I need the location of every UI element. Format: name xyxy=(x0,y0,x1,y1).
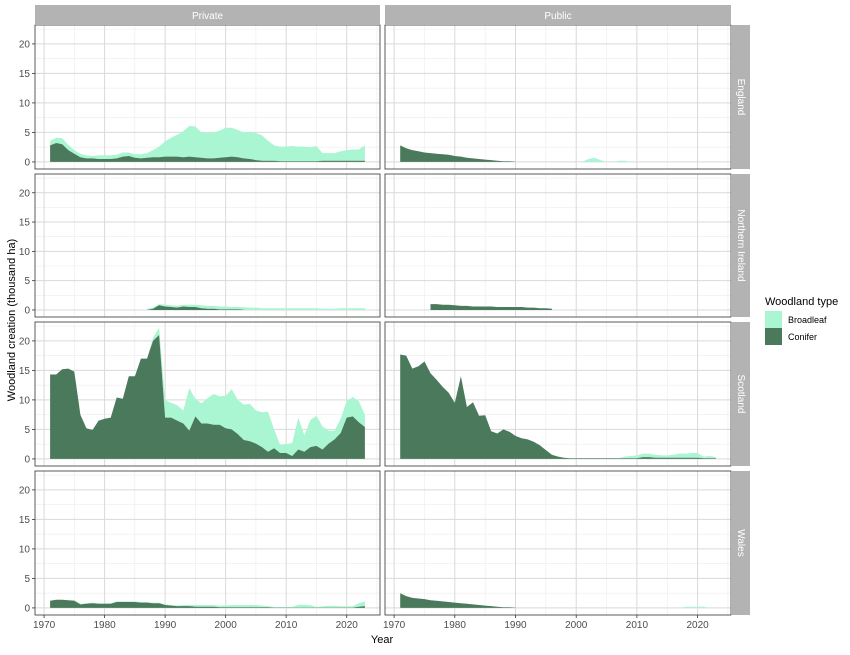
legend-label-conifer: Conifer xyxy=(788,332,817,342)
legend-title: Woodland type xyxy=(765,296,838,308)
x-tick-label: 2000 xyxy=(215,620,238,631)
panel-border xyxy=(34,321,381,467)
x-tick-label: 1980 xyxy=(93,620,116,631)
legend-key-conifer xyxy=(765,328,782,345)
panel-england-public xyxy=(384,24,732,170)
area-broadleaf xyxy=(50,599,365,608)
axes-layer: 0 5 10 15 20 0 5 10 15 20 0 5 10 15 20 0 5 10 15 20 1970 1980… xyxy=(19,39,709,631)
area-conifer xyxy=(50,599,365,608)
y-tick-label: 0 xyxy=(24,305,30,316)
strip-label-private: Private xyxy=(192,11,224,22)
x-tick-label: 2020 xyxy=(336,620,359,631)
panel-wales-public xyxy=(384,470,732,616)
panel-background xyxy=(35,174,380,317)
strip-label-northern-ireland: Northern Ireland xyxy=(735,209,746,281)
strip-scotland xyxy=(731,322,750,466)
x-tick-label: 2020 xyxy=(686,620,709,631)
x-tick-label: 2010 xyxy=(275,620,298,631)
panel-background xyxy=(35,471,380,615)
area-conifer xyxy=(50,143,365,162)
strip-label-scotland: Scotland xyxy=(735,375,746,414)
y-tick-label: 0 xyxy=(24,157,30,168)
y-tick-label: 10 xyxy=(19,544,31,555)
panel-england-private xyxy=(34,24,381,170)
strips-layer: Private Public England Northern Ireland Scot… xyxy=(35,5,750,615)
area-conifer xyxy=(430,304,552,310)
area-conifer xyxy=(50,335,365,459)
y-tick-label: 0 xyxy=(24,454,30,465)
x-tick-label: 1970 xyxy=(33,620,56,631)
x-tick-label: 1990 xyxy=(154,620,177,631)
area-broadleaf xyxy=(679,606,710,608)
x-tick-label: 1970 xyxy=(383,620,406,631)
x-tick-label: 1980 xyxy=(444,620,467,631)
strip-label-england: England xyxy=(735,79,746,116)
area-conifer xyxy=(400,354,716,459)
strip-label-wales: Wales xyxy=(735,529,746,556)
legend-label-broadleaf: Broadleaf xyxy=(788,315,827,325)
panel-scotland-public xyxy=(384,321,732,467)
y-tick-label: 20 xyxy=(19,485,31,496)
strip-public xyxy=(385,5,731,25)
x-tick-label: 1990 xyxy=(504,620,527,631)
y-tick-label: 15 xyxy=(19,218,31,229)
area-broadleaf xyxy=(582,157,631,162)
strip-wales xyxy=(731,471,750,615)
panels-layer xyxy=(34,24,732,616)
y-tick-label: 10 xyxy=(19,247,31,258)
y-tick-label: 15 xyxy=(19,515,31,526)
panel-border xyxy=(34,470,381,616)
x-axis-title: Year xyxy=(371,634,394,646)
y-tick-label: 10 xyxy=(19,395,31,406)
panel-wales-private xyxy=(34,470,381,616)
area-broadleaf xyxy=(147,304,365,310)
panel-scotland-private xyxy=(34,321,381,467)
area-conifer xyxy=(147,305,244,310)
strip-england xyxy=(731,25,750,169)
y-tick-label: 20 xyxy=(19,336,31,347)
y-tick-label: 5 xyxy=(24,425,30,436)
y-tick-label: 15 xyxy=(19,69,31,80)
panel-background xyxy=(385,471,731,615)
y-tick-label: 20 xyxy=(19,39,31,50)
panel-border xyxy=(34,173,381,318)
y-tick-label: 10 xyxy=(19,98,31,109)
area-conifer xyxy=(400,145,516,162)
y-axis-title: Woodland creation (thousand ha) xyxy=(6,239,18,401)
strip-label-public: Public xyxy=(544,11,571,22)
y-tick-label: 5 xyxy=(24,574,30,585)
panel-background xyxy=(385,174,731,317)
y-tick-label: 5 xyxy=(24,276,30,287)
area-conifer xyxy=(400,593,516,608)
panel-northern-ireland-public xyxy=(384,173,732,318)
legend-key-broadleaf xyxy=(765,311,782,328)
y-tick-label: 20 xyxy=(19,188,31,199)
y-tick-label: 15 xyxy=(19,366,31,377)
strip-northern-ireland xyxy=(731,174,750,317)
x-tick-label: 2010 xyxy=(626,620,649,631)
y-tick-label: 0 xyxy=(24,603,30,614)
strip-private xyxy=(35,5,380,25)
y-tick-label: 5 xyxy=(24,128,30,139)
x-tick-label: 2000 xyxy=(565,620,588,631)
area-broadleaf xyxy=(50,125,365,162)
panel-northern-ireland-private xyxy=(34,173,381,318)
panel-background xyxy=(385,25,731,169)
legend: Woodland type Broadleaf Conifer xyxy=(765,296,838,345)
